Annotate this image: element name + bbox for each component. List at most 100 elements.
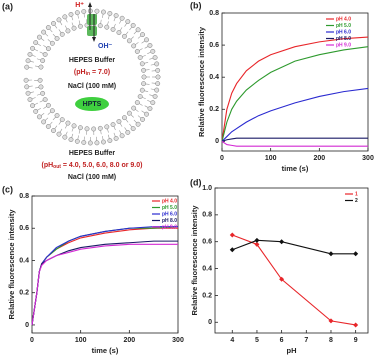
lipid-head xyxy=(36,114,42,120)
y-tick-label: 0.2 xyxy=(209,106,219,113)
lipid-head xyxy=(147,42,153,48)
lipid-head xyxy=(40,90,46,96)
lipid-head xyxy=(97,125,103,131)
lipid-head xyxy=(94,140,100,146)
lipid-head xyxy=(91,126,97,132)
data-point xyxy=(353,251,359,257)
outer-ph: (pHout = 4.0, 5.0, 6.0, 8.0 or 9.0) xyxy=(42,162,143,170)
lipid-head xyxy=(74,10,80,16)
data-point xyxy=(328,318,334,324)
text: = 7.0) xyxy=(90,69,110,76)
lipid-head xyxy=(68,137,74,143)
legend-label: 2 xyxy=(355,198,358,204)
lipid-head xyxy=(65,120,71,126)
y-tick-label: 0.4 xyxy=(209,74,219,81)
series-line xyxy=(232,234,356,326)
series-line xyxy=(221,140,368,147)
lipid-head xyxy=(144,37,149,43)
panel-label: (b) xyxy=(190,0,202,10)
x-tick-label: 5 xyxy=(255,337,259,344)
lipid-head xyxy=(33,108,39,114)
lipid-head xyxy=(37,77,43,83)
x-tick-label: 7 xyxy=(304,337,308,344)
plot-frame xyxy=(214,187,369,334)
lipid-head xyxy=(30,45,35,51)
legend-label: pH 4.0 xyxy=(162,198,177,204)
lipid-head xyxy=(87,140,93,146)
text: = 4.0, 5.0, 6.0, 8.0 or 9.0) xyxy=(61,162,143,169)
lipid-head xyxy=(30,103,35,109)
y-tick-label: 0.6 xyxy=(202,239,212,246)
y-tick-label: 0.4 xyxy=(202,265,212,272)
y-tick-label: 0.6 xyxy=(19,225,29,232)
lipid-head xyxy=(125,19,131,25)
legend-label: pH 6.0 xyxy=(162,211,177,217)
lipid-head xyxy=(41,29,47,35)
x-tick-label: 8 xyxy=(329,337,333,344)
series-line xyxy=(221,46,369,142)
lipid-head xyxy=(33,40,39,46)
lipid-head xyxy=(97,23,103,29)
y-tick-label: 0 xyxy=(208,319,212,326)
x-tick-label: 200 xyxy=(123,337,135,344)
lipid-head xyxy=(144,111,149,117)
inner-ph: (pHin = 7.0) xyxy=(74,69,110,77)
lipid-head xyxy=(101,139,106,145)
series-line xyxy=(221,87,369,142)
lipid-head xyxy=(24,84,30,90)
x-axis-label: time (s) xyxy=(92,346,119,355)
data-point xyxy=(279,239,285,245)
series-line xyxy=(232,239,356,255)
lipid-head xyxy=(62,134,68,140)
lipid-head xyxy=(131,43,137,49)
lipid-head xyxy=(27,97,33,103)
lipid-head xyxy=(45,102,51,108)
lipid-head xyxy=(150,48,156,54)
hydroxide-label: OH⁻ xyxy=(98,43,113,50)
lipid-head xyxy=(65,28,71,34)
y-tick-label: 0.8 xyxy=(209,10,219,17)
lipid-head xyxy=(40,58,46,64)
lipid-head xyxy=(68,11,74,17)
y-tick-label: 0.8 xyxy=(19,193,29,200)
lipid-head xyxy=(107,11,113,16)
lipid-head xyxy=(54,36,60,41)
series-line xyxy=(221,137,368,142)
legend-label: 1 xyxy=(355,191,358,197)
lipid-head xyxy=(141,81,147,87)
data-point xyxy=(328,251,334,257)
lipid-head xyxy=(81,140,87,145)
x-tick-label: 0 xyxy=(30,337,34,344)
lipid-head xyxy=(101,9,106,15)
lipid-head xyxy=(135,27,141,33)
lipid-head xyxy=(49,108,55,114)
lipid-head xyxy=(59,117,65,123)
y-tick-label: 1.0 xyxy=(202,185,212,192)
outer-buffer: HEPES Buffer xyxy=(69,150,116,157)
lipid-head xyxy=(140,32,146,38)
y-axis-label: Relative fluorescence intensity xyxy=(190,205,199,316)
lipid-head xyxy=(38,64,44,70)
lipid-head xyxy=(155,81,161,87)
lipid-head xyxy=(139,61,145,67)
lipid-head xyxy=(56,17,62,23)
text: (pH xyxy=(74,69,86,76)
x-tick-label: 100 xyxy=(265,155,277,162)
lipid-head xyxy=(121,33,127,39)
inner-buffer: HEPES Buffer xyxy=(69,57,116,64)
lipid-head xyxy=(45,124,51,129)
lipid-head xyxy=(62,14,68,20)
text: in xyxy=(86,71,90,77)
data-point xyxy=(229,232,235,238)
lipid-head xyxy=(113,13,119,19)
lipid-head xyxy=(125,129,131,135)
lipid-head xyxy=(116,30,122,35)
legend-label: pH 5.0 xyxy=(336,23,351,29)
lipid-head xyxy=(104,124,110,130)
y-tick-label: 0.2 xyxy=(202,292,212,299)
data-point xyxy=(353,322,359,328)
lipid-head xyxy=(155,74,161,80)
lipid-head xyxy=(141,67,147,73)
lipid-head xyxy=(130,126,136,132)
legend-label: pH 5.0 xyxy=(162,205,177,211)
